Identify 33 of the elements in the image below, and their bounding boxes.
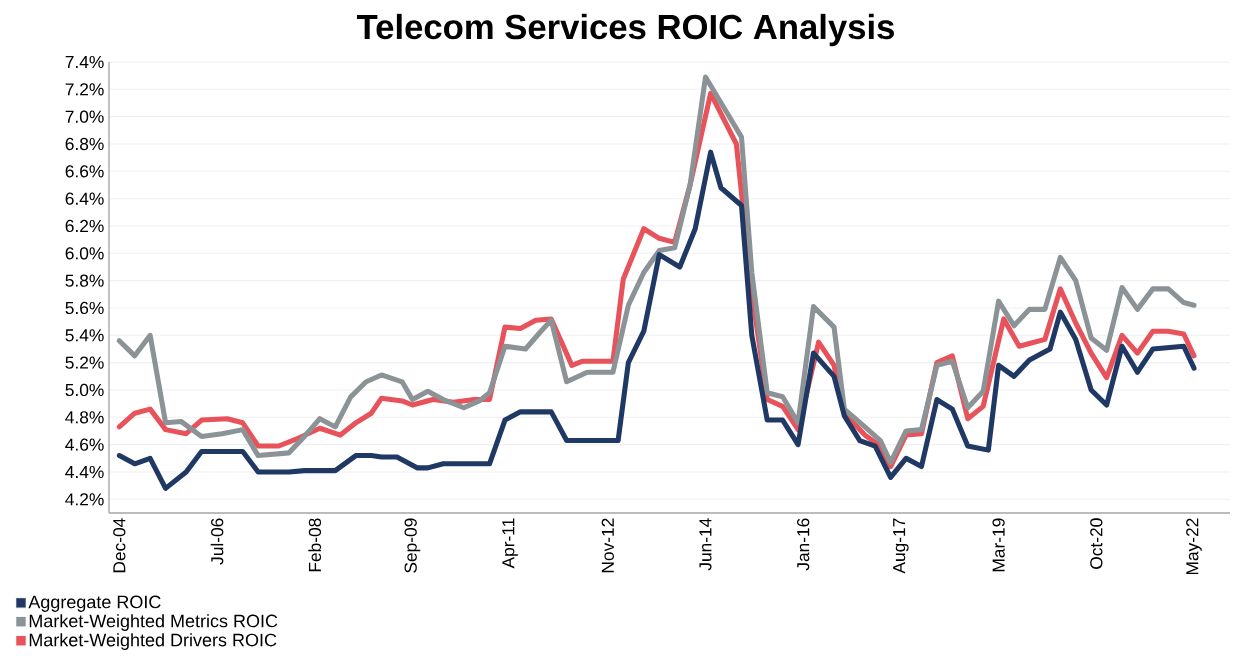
y-tick-label: 7.0%: [65, 110, 104, 123]
x-tick-label: Jul-06: [210, 518, 224, 565]
legend-label: Market-Weighted Metrics ROIC: [29, 614, 278, 631]
y-tick-label: 6.8%: [65, 137, 104, 151]
y-tick-label: 4.8%: [65, 411, 104, 424]
y-tick-label: 5.6%: [65, 301, 104, 315]
legend-label: Aggregate ROIC: [28, 595, 161, 612]
x-tick-label: Dec-04: [113, 518, 126, 573]
x-tick-label: Apr-11: [502, 518, 518, 569]
x-tick-label: Mar-19: [992, 518, 1005, 572]
y-tick-label: 4.2%: [65, 493, 104, 506]
x-tick-label: Jan-16: [797, 518, 810, 571]
legend-label: Market-Weighted Drivers ROIC: [29, 633, 277, 650]
y-tick-label: 4.6%: [65, 438, 104, 451]
x-tick-label: Aug-17: [893, 518, 909, 574]
y-tick-label: 4.4%: [65, 465, 104, 479]
y-tick-label: 5.8%: [65, 274, 104, 287]
x-tick-label: Oct-20: [1090, 518, 1103, 569]
y-tick-label: 6.4%: [65, 192, 104, 205]
y-tick-label: 5.2%: [65, 356, 104, 369]
y-tick-label: 5.0%: [65, 383, 104, 397]
y-tick-label: 6.6%: [65, 165, 104, 178]
y-tick-label: 7.4%: [65, 55, 104, 69]
chart-title: Telecom Services ROIC Analysis: [356, 13, 894, 47]
x-tick-label: Sep-09: [404, 518, 421, 573]
x-tick-label: Feb-08: [308, 518, 322, 572]
x-tick-label: Jun-14: [699, 518, 712, 571]
y-tick-label: 6.2%: [65, 219, 104, 233]
y-tick-label: 6.0%: [65, 247, 104, 260]
x-tick-label: May-22: [1186, 518, 1202, 575]
y-tick-label: 7.2%: [65, 83, 104, 96]
y-tick-label: 5.4%: [65, 329, 104, 342]
x-tick-label: Nov-12: [601, 518, 614, 573]
